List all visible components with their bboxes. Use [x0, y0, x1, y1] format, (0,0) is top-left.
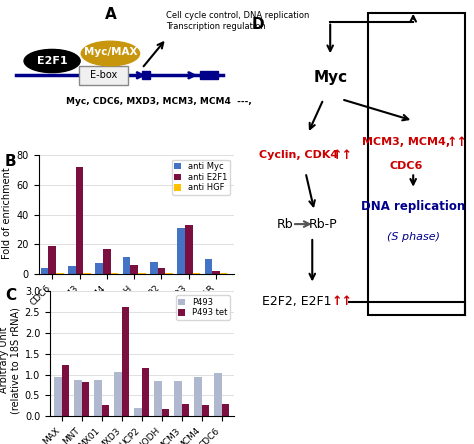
Ellipse shape — [24, 49, 80, 72]
Text: CDC6: CDC6 — [390, 161, 423, 171]
Text: A: A — [105, 7, 116, 22]
Text: Cyclin, CDK4: Cyclin, CDK4 — [259, 150, 338, 160]
Text: D: D — [252, 17, 264, 32]
Bar — [142, 71, 150, 79]
Text: Rb: Rb — [277, 218, 294, 230]
Text: ↑↑: ↑↑ — [331, 149, 352, 162]
Text: Arbitrary Unit
(relative to 18S rRNA): Arbitrary Unit (relative to 18S rRNA) — [0, 307, 20, 414]
Text: Myc: Myc — [313, 70, 347, 85]
Text: C: C — [5, 288, 16, 303]
Text: ↑↑: ↑↑ — [447, 136, 468, 149]
Bar — [200, 71, 218, 79]
Text: E2F2, E2F1: E2F2, E2F1 — [262, 295, 331, 308]
Text: DNA replication: DNA replication — [361, 200, 465, 214]
Text: Rb-P: Rb-P — [309, 218, 338, 230]
Text: Cell cycle control, DNA replication
Transcription regulation: Cell cycle control, DNA replication Tran… — [166, 11, 310, 31]
Text: B: B — [5, 154, 17, 169]
FancyBboxPatch shape — [79, 66, 128, 85]
Text: Myc, CDC6, MXD3, MCM3, MCM4  ---,: Myc, CDC6, MXD3, MCM3, MCM4 ---, — [65, 97, 251, 106]
Text: E-box: E-box — [90, 70, 117, 80]
Text: Myc/MAX: Myc/MAX — [83, 47, 137, 57]
Text: E2F1: E2F1 — [37, 56, 67, 66]
FancyBboxPatch shape — [368, 13, 465, 314]
Text: ↑↑: ↑↑ — [331, 295, 352, 308]
Ellipse shape — [81, 41, 139, 66]
Text: MCM3, MCM4,: MCM3, MCM4, — [363, 137, 450, 147]
Text: (S phase): (S phase) — [387, 232, 440, 242]
Text: Fold of enrichment: Fold of enrichment — [2, 167, 12, 259]
